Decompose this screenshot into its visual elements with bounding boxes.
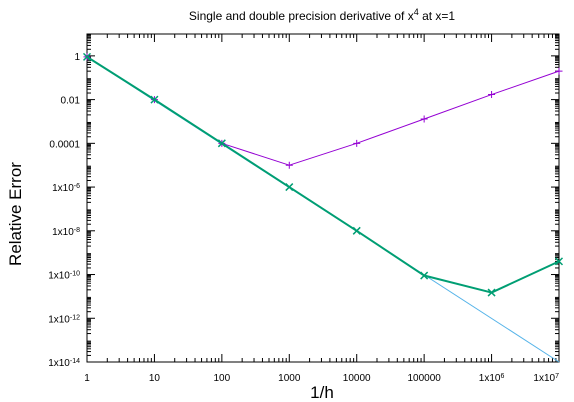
y-tick-label-base: 0.0001 xyxy=(49,139,80,150)
x-tick-label: 10000 xyxy=(343,373,371,384)
data-point xyxy=(487,288,496,297)
data-point xyxy=(420,115,428,123)
x-tick-label-base: 10000 xyxy=(343,373,371,384)
x-tick-label: 1000 xyxy=(278,373,301,384)
y-tick-label-base: 1x10 xyxy=(48,271,70,282)
y-tick-label-exponent: -14 xyxy=(70,358,80,365)
data-point xyxy=(353,139,361,147)
y-tick-label: 0.0001 xyxy=(49,139,80,150)
x-tick-label-base: 1000 xyxy=(278,373,301,384)
y-tick-label: 1x10-10 xyxy=(48,270,80,282)
series-lines xyxy=(82,52,564,363)
chart-title-superscript: 4 xyxy=(414,7,419,17)
chart-title-suffix: at x=1 xyxy=(419,9,456,23)
data-point xyxy=(285,183,294,192)
x-tick-label-base: 10 xyxy=(149,373,161,384)
y-tick-label-base: 1x10 xyxy=(48,358,70,369)
x-axis-label: 1/h xyxy=(310,383,334,402)
series-line xyxy=(86,56,560,294)
y-tick-label: 1 xyxy=(74,52,80,63)
y-tick-label: 1x10-12 xyxy=(48,314,80,326)
y-tick-label: 0.01 xyxy=(61,96,81,107)
chart-title-main: Single and double precision derivative o… xyxy=(189,9,414,23)
y-tick-label: 1x10-8 xyxy=(52,226,80,238)
data-point xyxy=(150,95,159,104)
data-point xyxy=(420,271,429,280)
series-1 xyxy=(82,52,564,297)
plot-frame xyxy=(86,33,560,363)
y-tick-label-base: 1 xyxy=(74,52,80,63)
x-tick-label: 1x106 xyxy=(479,373,505,385)
x-tick-label: 100 xyxy=(214,373,231,384)
y-tick-label-base: 1x10 xyxy=(52,183,74,194)
series-0 xyxy=(83,53,563,169)
y-axis-label: Relative Error xyxy=(6,162,25,266)
y-tick-label-base: 0.01 xyxy=(61,96,81,107)
y-tick-label-exponent: -10 xyxy=(70,270,80,277)
x-tick-label-base: 100000 xyxy=(407,373,441,384)
x-tick-label-exponent: 6 xyxy=(500,373,504,380)
x-tick-label-base: 1x10 xyxy=(533,373,555,384)
x-tick-label-exponent: 7 xyxy=(555,373,559,380)
x-tick-label: 100000 xyxy=(407,373,441,384)
y-tick-label-exponent: -8 xyxy=(74,226,80,233)
data-point xyxy=(217,139,226,148)
data-point xyxy=(555,67,563,75)
y-tick-label: 1x10-6 xyxy=(52,183,80,195)
x-ticks: 1 10 100 1000 10000 100000 1x106 1x107 xyxy=(84,34,560,385)
y-tick-label-exponent: -6 xyxy=(74,183,80,190)
series-line xyxy=(86,56,560,166)
data-point xyxy=(554,257,564,266)
x-tick-label-base: 100 xyxy=(214,373,231,384)
x-tick-label: 1 xyxy=(84,373,90,384)
x-tick-label: 10 xyxy=(149,373,161,384)
chart-title: Single and double precision derivative o… xyxy=(189,7,456,23)
x-tick-label-base: 1 xyxy=(84,373,90,384)
data-point xyxy=(488,91,496,99)
plot-border xyxy=(86,33,560,363)
y-tick-label-base: 1x10 xyxy=(48,314,70,325)
y-tick-label-exponent: -12 xyxy=(70,314,80,321)
data-point xyxy=(82,52,92,61)
x-tick-label: 1x107 xyxy=(533,373,559,385)
x-tick-label-base: 1x10 xyxy=(479,373,501,384)
data-point xyxy=(285,161,293,169)
y-tick-label: 1x10-14 xyxy=(48,358,80,370)
y-ticks: 10.010.00011x10-61x10-81x10-101x10-121x1… xyxy=(48,34,559,370)
data-point xyxy=(352,226,361,235)
y-tick-label-base: 1x10 xyxy=(52,227,74,238)
